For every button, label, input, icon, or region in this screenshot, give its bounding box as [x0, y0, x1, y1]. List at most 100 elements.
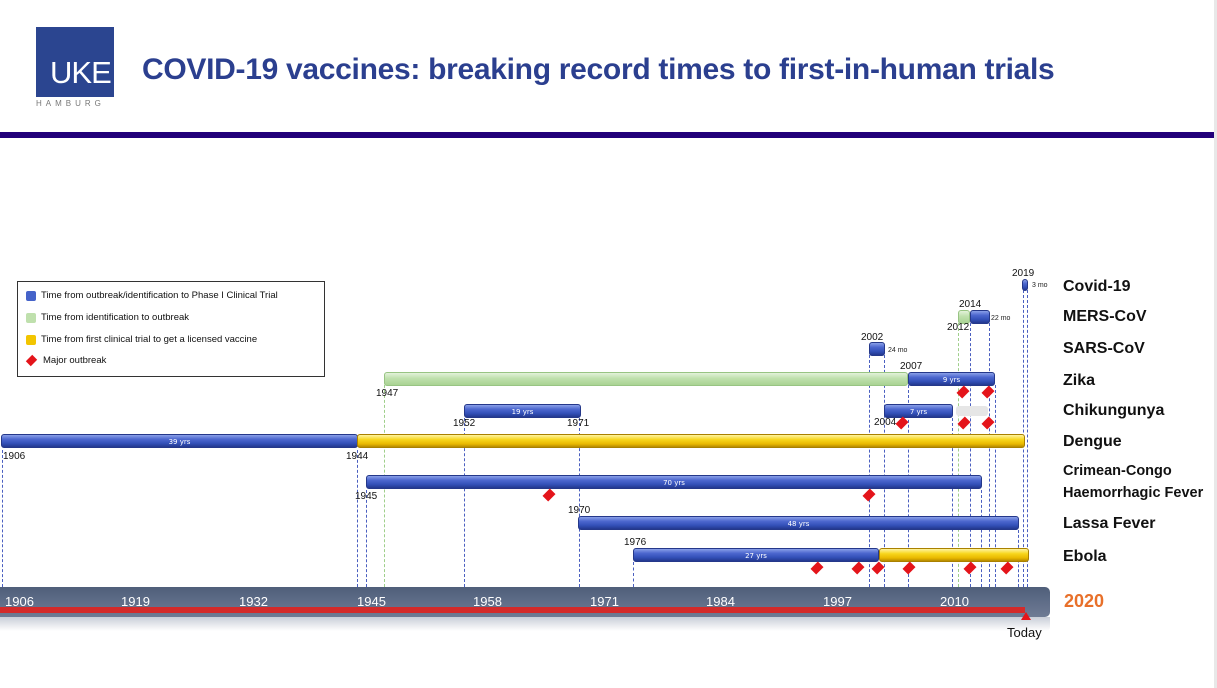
guide-line: [366, 490, 367, 587]
bar-covid-phase1: [1022, 279, 1028, 291]
row-label-cchf-2: Haemorrhagic Fever: [1063, 485, 1204, 501]
outbreak-marker: [542, 488, 556, 502]
guide-line: [989, 323, 990, 587]
outbreak-marker: [963, 561, 977, 575]
year-label: 1952: [453, 418, 476, 429]
row-label-sars: SARS-CoV: [1063, 340, 1145, 357]
bar-dengue-phase1: 39 yrs: [1, 434, 358, 448]
year-label: 1947: [376, 388, 399, 399]
axis-tick: 1945: [357, 594, 386, 609]
diamond-icon: [25, 354, 38, 367]
legend-item-license: Time from first clinical trial to get a …: [26, 334, 257, 345]
bar-zika-phase1: 9 yrs: [908, 372, 995, 386]
logo-subtext: HAMBURG: [36, 99, 105, 108]
outbreak-marker: [810, 561, 824, 575]
guide-line: [970, 323, 971, 587]
year-label: 1976: [624, 537, 647, 548]
page-title: COVID-19 vaccines: breaking record times…: [142, 53, 1055, 86]
axis-tick: 1971: [590, 594, 619, 609]
row-label-ebola: Ebola: [1063, 548, 1107, 565]
bar-cchf-phase1: 70 yrs: [366, 475, 982, 489]
legend-label: Time from first clinical trial to get a …: [41, 334, 258, 345]
year-label: 1906: [3, 451, 26, 462]
outbreak-marker: [851, 561, 865, 575]
year-label: 1971: [567, 418, 590, 429]
duration-label: 3 mo: [1032, 282, 1048, 289]
year-label: 2004: [874, 417, 897, 428]
year-label: 1944: [346, 451, 369, 462]
legend-item-outbreak: Major outbreak: [25, 354, 107, 367]
guide-line: [633, 562, 634, 587]
green-swatch-icon: [26, 312, 36, 323]
axis-tick: 1919: [121, 594, 150, 609]
row-label-zika: Zika: [1063, 372, 1096, 389]
guide-line: [952, 418, 953, 587]
outbreak-marker: [895, 416, 909, 430]
guide-line: [357, 450, 358, 587]
guide-line: [1027, 290, 1028, 587]
legend-item-identification: Time from identification to outbreak: [26, 312, 189, 323]
bar-chik-phase1-a: 19 yrs: [464, 404, 581, 418]
today-marker-icon: [1021, 612, 1031, 620]
legend-item-phase1: Time from outbreak/identification to Pha…: [26, 290, 278, 301]
current-year-label: 2020: [1064, 591, 1105, 611]
bar-chik-phase1-b: 7 yrs: [884, 404, 953, 418]
chart-legend: Time from outbreak/identification to Pha…: [17, 281, 325, 377]
outbreak-marker: [862, 488, 876, 502]
year-label: 1945: [355, 491, 378, 502]
outbreak-marker: [871, 561, 885, 575]
header-divider: [0, 132, 1214, 138]
bar-chik-grey: [956, 406, 988, 416]
duration-label: 22 mo: [991, 315, 1011, 322]
legend-label: Time from identification to outbreak: [41, 312, 190, 323]
outbreak-marker: [1000, 561, 1014, 575]
guide-line: [884, 355, 885, 587]
guide-line: [579, 418, 580, 587]
outbreak-marker: [981, 416, 995, 430]
slide-edge: [1214, 0, 1217, 688]
axis-tick: 1932: [239, 594, 268, 609]
blue-swatch-icon: [26, 290, 36, 301]
bar-ebola-license: [879, 548, 1029, 562]
row-label-covid: Covid-19: [1063, 278, 1131, 295]
guide-line: [958, 323, 959, 587]
logo-text: UKE: [50, 55, 112, 90]
bar-dengue-license: [357, 434, 1025, 448]
today-label: Today: [1007, 625, 1042, 640]
guide-line: [2, 450, 3, 587]
bar-lassa-phase1: 48 yrs: [578, 516, 1019, 530]
axis-tick: 2010: [940, 594, 969, 609]
guide-line: [981, 490, 982, 587]
bar-mers-phase1: [970, 310, 990, 324]
year-label: 2014: [959, 299, 982, 310]
guide-line: [995, 385, 996, 587]
outbreak-marker: [981, 385, 995, 399]
year-label: 2007: [900, 361, 923, 372]
row-label-chikungunya: Chikungunya: [1063, 402, 1165, 419]
gold-swatch-icon: [26, 334, 36, 345]
bar-mers-identification: [958, 310, 970, 324]
bar-sars-phase1: [869, 342, 885, 356]
year-label: 2019: [1012, 268, 1035, 279]
outbreak-marker: [957, 416, 971, 430]
year-label: 2012: [947, 322, 970, 333]
uke-logo: [36, 27, 114, 97]
year-label: 1970: [568, 505, 591, 516]
axis-tick: 1906: [5, 594, 34, 609]
axis-tick: 1984: [706, 594, 735, 609]
bar-ebola-phase1: 27 yrs: [633, 548, 879, 562]
axis-tick: 1997: [823, 594, 852, 609]
duration-label: 24 mo: [888, 347, 908, 354]
year-label: 2002: [861, 332, 884, 343]
row-label-lassa: Lassa Fever: [1063, 515, 1156, 532]
bar-zika-identification: [384, 372, 908, 386]
guide-line: [464, 418, 465, 587]
axis-tick: 1958: [473, 594, 502, 609]
outbreak-marker: [902, 561, 916, 575]
legend-label: Time from outbreak/identification to Pha…: [41, 290, 278, 301]
axis-shadow: [0, 617, 1050, 631]
row-label-dengue: Dengue: [1063, 433, 1122, 450]
legend-label: Major outbreak: [43, 355, 107, 366]
row-label-cchf-1: Crimean-Congo: [1063, 463, 1172, 479]
guide-line: [869, 355, 870, 587]
